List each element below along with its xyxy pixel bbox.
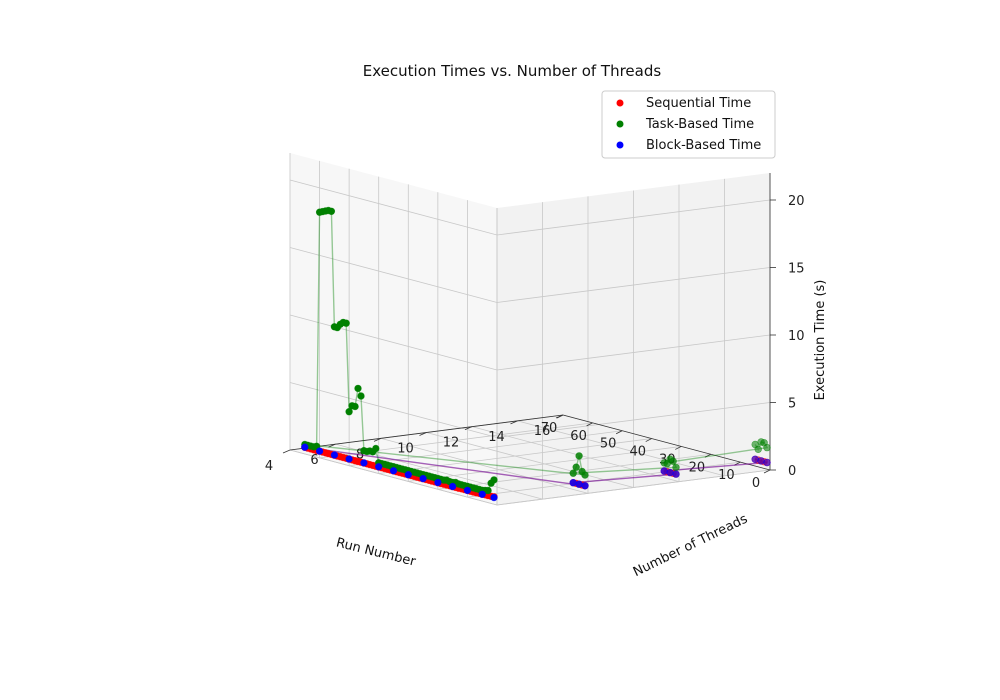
back-right-pane [290, 153, 497, 505]
data-point [490, 493, 498, 502]
x-tick [645, 438, 652, 442]
data-point [315, 208, 324, 216]
x-axis-line [562, 414, 771, 471]
data-point [448, 482, 457, 491]
legend-label-task: Task-Based Time [645, 117, 754, 132]
data-point [487, 479, 495, 487]
x-tick-label: 60 [570, 429, 587, 444]
legend-marker-sequential [616, 99, 624, 107]
data-point [660, 467, 668, 475]
x-tick [615, 430, 623, 435]
y-tick-label: 4 [265, 459, 273, 474]
data-point [404, 471, 412, 479]
data-point [389, 467, 398, 475]
y-axis-label: Number of Threads [631, 512, 750, 580]
x-tick [704, 453, 712, 458]
y-tick [464, 426, 473, 431]
data-point [301, 443, 309, 451]
gridlines [289, 153, 771, 506]
data-point [348, 402, 356, 410]
data-point [569, 479, 577, 487]
data-point [354, 384, 362, 393]
x-tick-label: 0 [752, 476, 760, 491]
data-point [660, 459, 668, 467]
gridline-z [289, 449, 771, 506]
data-point [360, 447, 368, 455]
gridline-z [289, 247, 771, 303]
data-point [578, 467, 586, 476]
data-point [672, 463, 680, 472]
data-point [345, 455, 353, 463]
z-tick-label: 20 [788, 194, 805, 209]
x-tick-label: 50 [600, 437, 617, 452]
x-tick-label: 40 [629, 445, 646, 460]
legend-frame [601, 90, 776, 159]
z-axis-label: Execution Time (s) [813, 280, 828, 401]
y-tick-label: 10 [397, 442, 414, 457]
x-tick [675, 446, 682, 450]
x-tick-label: 10 [718, 468, 735, 483]
x-axis-label: Run Number [335, 535, 418, 569]
x-tick [763, 469, 771, 474]
axes: 0102030405060704681012141605101520 [265, 173, 805, 491]
gridline-z [289, 382, 771, 438]
data-point [751, 455, 759, 463]
data-point [345, 408, 353, 416]
data-point [572, 463, 580, 471]
legend-marker-block [616, 141, 624, 149]
y-tick-label: 6 [310, 453, 318, 468]
data-point [360, 459, 368, 467]
data-point [434, 478, 442, 487]
legend-label-block: Block-Based Time [646, 138, 761, 153]
z-tick-label: 10 [788, 329, 805, 344]
x-tick-label: 70 [541, 421, 558, 436]
data-point [357, 392, 365, 400]
y-tick-label: 12 [443, 436, 460, 451]
x-tick-label: 20 [689, 460, 706, 475]
series-points [301, 206, 771, 502]
y-tick [373, 437, 382, 442]
legend: Sequential Time Task-Based Time Block-Ba… [601, 90, 776, 159]
gridline-z [289, 179, 771, 236]
legend-label-sequential: Sequential Time [646, 96, 751, 111]
y-tick [328, 443, 336, 448]
x-tick [586, 422, 593, 427]
z-tick-label: 5 [788, 397, 796, 412]
gridline-z [289, 314, 771, 371]
data-point [751, 440, 759, 449]
data-point [315, 447, 324, 455]
data-point [575, 452, 583, 460]
y-tick-label: 14 [488, 430, 505, 445]
data-point [478, 490, 486, 498]
y-tick [555, 414, 564, 419]
legend-marker-task [616, 120, 624, 128]
data-point [419, 474, 427, 483]
chart-title: Execution Times vs. Number of Threads [363, 62, 662, 80]
data-point [330, 451, 339, 459]
x-tick [734, 461, 741, 466]
y-tick [419, 432, 427, 436]
y-tick-label: 16 [534, 424, 551, 439]
y-tick [282, 449, 291, 454]
data-point [375, 463, 383, 471]
z-tick-label: 0 [788, 464, 796, 479]
data-point [330, 323, 339, 331]
y-tick [510, 420, 518, 425]
data-point [463, 486, 472, 495]
z-tick-label: 15 [788, 262, 805, 277]
y-tick-label: 8 [356, 447, 364, 462]
data-point [569, 469, 577, 477]
